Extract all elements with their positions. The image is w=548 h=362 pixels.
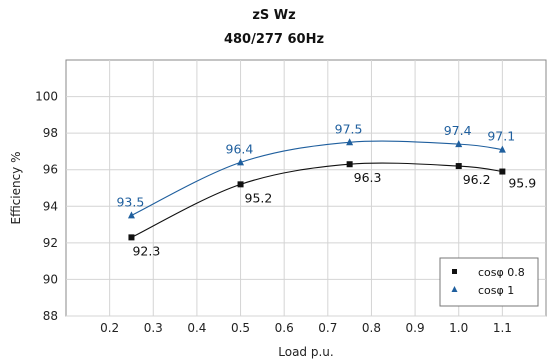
data-point-triangle — [498, 145, 506, 153]
y-axis-label: Efficiency % — [9, 151, 23, 224]
x-tick-label: 0.7 — [318, 321, 337, 335]
data-point-square — [499, 168, 506, 175]
data-label: 92.3 — [132, 243, 160, 258]
series-line-cosphi-1 — [131, 140, 503, 216]
series-line-cosphi-0-8 — [131, 162, 503, 238]
data-point-square — [237, 181, 244, 188]
data-label: 97.1 — [487, 129, 515, 144]
data-label: 95.2 — [245, 190, 273, 205]
legend-marker-triangle — [451, 286, 458, 292]
data-point-triangle — [455, 140, 463, 148]
y-tick-label: 94 — [43, 199, 58, 213]
legend-label: cosφ 0.8 — [478, 266, 525, 279]
data-point-triangle — [346, 138, 354, 146]
data-label: 95.9 — [508, 176, 536, 191]
chart-title: zS Wz — [252, 8, 296, 23]
data-label: 97.5 — [335, 121, 363, 136]
chart-subtitle: 480/277 60Hz — [223, 32, 325, 47]
x-tick-label: 0.2 — [100, 321, 119, 335]
legend-box — [439, 257, 539, 307]
y-tick-label: 88 — [43, 309, 58, 323]
data-label: 97.4 — [444, 123, 472, 138]
legend-label: cosφ 1 — [478, 284, 514, 297]
x-tick-label: 0.4 — [187, 321, 206, 335]
x-tick-label: 0.3 — [144, 321, 163, 335]
x-tick-label: 1.1 — [493, 321, 512, 335]
y-tick-label: 100 — [35, 90, 58, 104]
y-tick-label: 98 — [43, 126, 58, 140]
data-point-square — [346, 161, 353, 168]
x-tick-label: 0.9 — [406, 321, 425, 335]
data-point-triangle — [237, 158, 245, 166]
x-tick-label: 0.6 — [275, 321, 294, 335]
data-label: 93.5 — [116, 194, 144, 209]
x-tick-label: 1.0 — [449, 321, 468, 335]
y-tick-label: 90 — [43, 272, 58, 286]
y-tick-label: 92 — [43, 236, 58, 250]
data-point-square — [128, 234, 135, 241]
data-label: 96.4 — [226, 141, 254, 156]
data-label: 96.2 — [463, 172, 491, 187]
x-axis-label: Load p.u. — [278, 345, 333, 359]
data-point-triangle — [127, 211, 135, 219]
legend-marker-square — [452, 269, 457, 274]
data-point-square — [455, 163, 462, 170]
x-tick-label: 0.5 — [231, 321, 250, 335]
y-tick-label: 96 — [43, 163, 58, 177]
x-tick-label: 0.8 — [362, 321, 381, 335]
data-label: 96.3 — [354, 170, 382, 185]
